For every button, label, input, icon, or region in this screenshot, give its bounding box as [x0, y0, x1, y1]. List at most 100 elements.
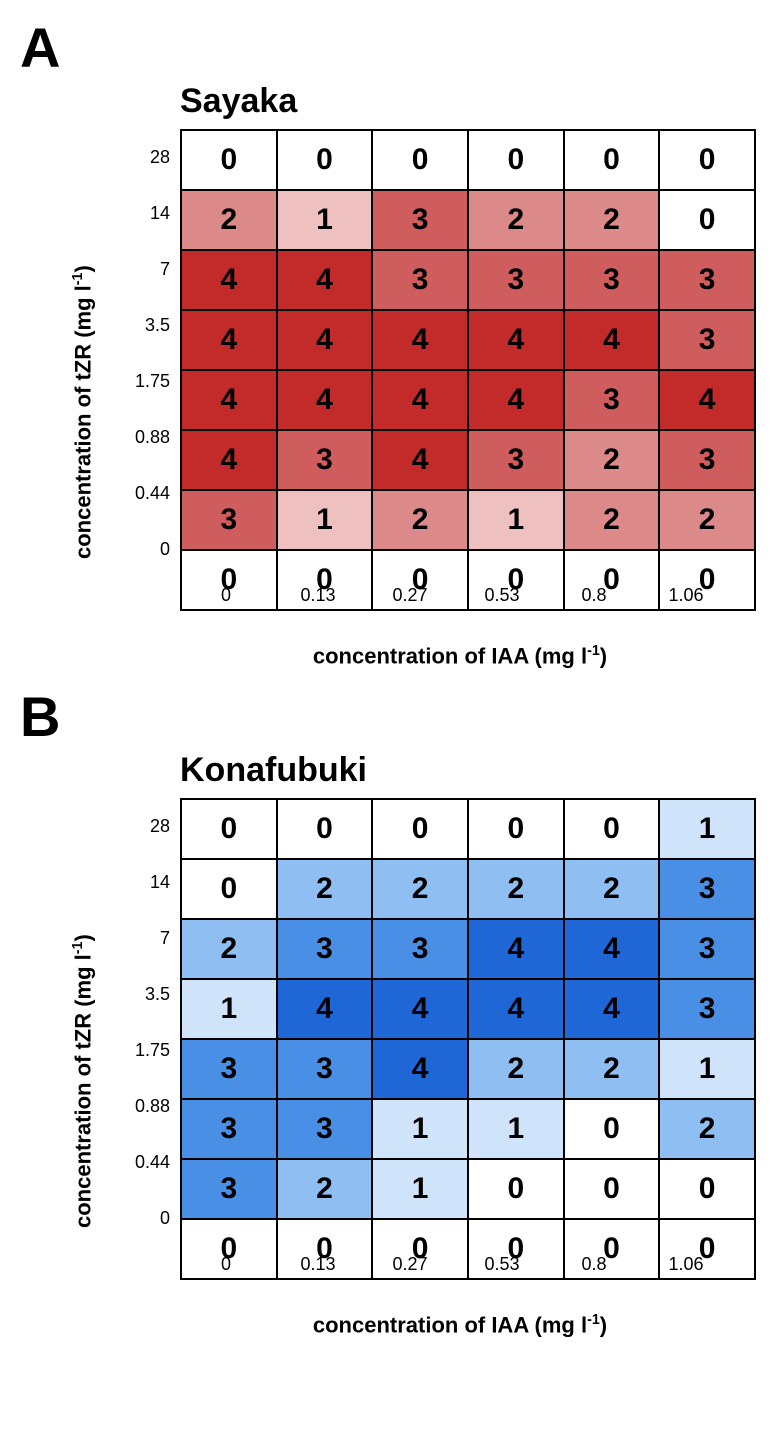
panel-a-cell: 4 — [277, 250, 373, 310]
panel-b-cell: 1 — [468, 1099, 564, 1159]
ytick: 14 — [120, 203, 170, 224]
panel-b-cell: 3 — [659, 919, 755, 979]
panel-a-cell: 1 — [468, 490, 564, 550]
panel-b-cell: 1 — [659, 799, 755, 859]
panel-b-cell: 4 — [468, 919, 564, 979]
panel-b: B Konafubuki concentration of tZR (mg l-… — [20, 689, 756, 1318]
panel-b-cell: 2 — [564, 1039, 660, 1099]
panel-a-cell: 4 — [277, 310, 373, 370]
panel-a-cell: 2 — [372, 490, 468, 550]
panel-b-cell: 0 — [277, 799, 373, 859]
xtick: 1.06 — [640, 1254, 732, 1275]
panel-b-cell: 4 — [468, 979, 564, 1039]
panel-b-ylabel: concentration of tZR (mg l-1) — [70, 934, 96, 1228]
panel-a-cell: 2 — [468, 190, 564, 250]
xtick: 0 — [180, 585, 272, 606]
panel-b-cell: 3 — [659, 859, 755, 919]
panel-b-cell: 0 — [181, 799, 277, 859]
panel-a-ylabel: concentration of tZR (mg l-1) — [70, 265, 96, 559]
panel-a-cell: 1 — [277, 190, 373, 250]
xtick: 0.53 — [456, 1254, 548, 1275]
ytick: 0.88 — [120, 427, 170, 448]
xtick: 0.8 — [548, 1254, 640, 1275]
panel-b-cell: 4 — [564, 979, 660, 1039]
panel-a-cell: 3 — [372, 250, 468, 310]
panel-a-cell: 3 — [659, 310, 755, 370]
panel-b-cell: 4 — [564, 919, 660, 979]
panel-a-cell: 0 — [372, 130, 468, 190]
panel-a-cell: 4 — [181, 250, 277, 310]
xtick: 0.13 — [272, 585, 364, 606]
panel-a-cell: 2 — [659, 490, 755, 550]
panel-a-letter: A — [20, 20, 756, 76]
panel-a-cell: 4 — [181, 370, 277, 430]
panel-a-cell: 3 — [564, 250, 660, 310]
panel-b-cell: 3 — [277, 919, 373, 979]
ytick: 0.44 — [120, 1152, 170, 1173]
panel-a-cell: 4 — [468, 370, 564, 430]
panel-a-cell: 0 — [659, 130, 755, 190]
panel-b-heatmap-wrap: concentration of tZR (mg l-1) 281473.51.… — [110, 798, 756, 1318]
panel-a-cell: 4 — [468, 310, 564, 370]
xtick: 1.06 — [640, 585, 732, 606]
panel-a-cell: 0 — [468, 130, 564, 190]
panel-a-cell: 2 — [564, 430, 660, 490]
panel-b-cell: 1 — [181, 979, 277, 1039]
panel-a-xlabel: concentration of IAA (mg l-1) — [180, 643, 740, 669]
panel-a: A Sayaka concentration of tZR (mg l-1) 2… — [20, 20, 756, 649]
ytick: 7 — [120, 928, 170, 949]
panel-a-cell: 4 — [277, 370, 373, 430]
panel-b-cell: 3 — [372, 919, 468, 979]
panel-b-cell: 3 — [181, 1099, 277, 1159]
panel-a-cell: 2 — [564, 190, 660, 250]
panel-b-cell: 3 — [181, 1039, 277, 1099]
ytick: 1.75 — [120, 1040, 170, 1061]
panel-b-cell: 1 — [372, 1099, 468, 1159]
panel-a-cell: 3 — [181, 490, 277, 550]
xtick: 0.13 — [272, 1254, 364, 1275]
panel-a-cell: 4 — [659, 370, 755, 430]
ytick: 14 — [120, 872, 170, 893]
panel-b-cell: 0 — [564, 799, 660, 859]
panel-a-cell: 4 — [372, 370, 468, 430]
ytick: 0 — [120, 1208, 170, 1229]
panel-b-cell: 0 — [468, 799, 564, 859]
panel-a-cell: 0 — [659, 190, 755, 250]
panel-b-cell: 2 — [659, 1099, 755, 1159]
xtick: 0.8 — [548, 585, 640, 606]
panel-a-cell: 3 — [372, 190, 468, 250]
panel-a-cell: 3 — [659, 250, 755, 310]
panel-b-cell: 2 — [181, 919, 277, 979]
ytick: 3.5 — [120, 984, 170, 1005]
panel-a-cell: 0 — [181, 130, 277, 190]
panel-b-cell: 2 — [468, 859, 564, 919]
xtick: 0.53 — [456, 585, 548, 606]
xtick: 0.27 — [364, 585, 456, 606]
ytick: 1.75 — [120, 371, 170, 392]
panel-b-cell: 0 — [659, 1159, 755, 1219]
panel-a-cell: 4 — [564, 310, 660, 370]
panel-a-cell: 0 — [564, 130, 660, 190]
panel-a-cell: 3 — [277, 430, 373, 490]
ytick: 3.5 — [120, 315, 170, 336]
panel-b-cell: 0 — [564, 1099, 660, 1159]
panel-a-heatmap: 0000002132204433334444434444344343233121… — [180, 129, 756, 611]
panel-b-heatmap: 0000010222232334431444433342213311023210… — [180, 798, 756, 1280]
ytick: 0 — [120, 539, 170, 560]
panel-b-cell: 2 — [277, 859, 373, 919]
panel-b-cell: 3 — [181, 1159, 277, 1219]
panel-b-cell: 4 — [277, 979, 373, 1039]
panel-b-cell: 1 — [372, 1159, 468, 1219]
panel-b-cell: 4 — [372, 979, 468, 1039]
xtick: 0 — [180, 1254, 272, 1275]
panel-a-cell: 3 — [659, 430, 755, 490]
xtick: 0.27 — [364, 1254, 456, 1275]
panel-b-cell: 2 — [277, 1159, 373, 1219]
ytick: 28 — [120, 147, 170, 168]
panel-b-cell: 2 — [372, 859, 468, 919]
ytick: 28 — [120, 816, 170, 837]
panel-b-xlabel: concentration of IAA (mg l-1) — [180, 1312, 740, 1338]
panel-b-title: Konafubuki — [180, 751, 756, 790]
panel-a-cell: 4 — [181, 310, 277, 370]
panel-a-cell: 4 — [181, 430, 277, 490]
